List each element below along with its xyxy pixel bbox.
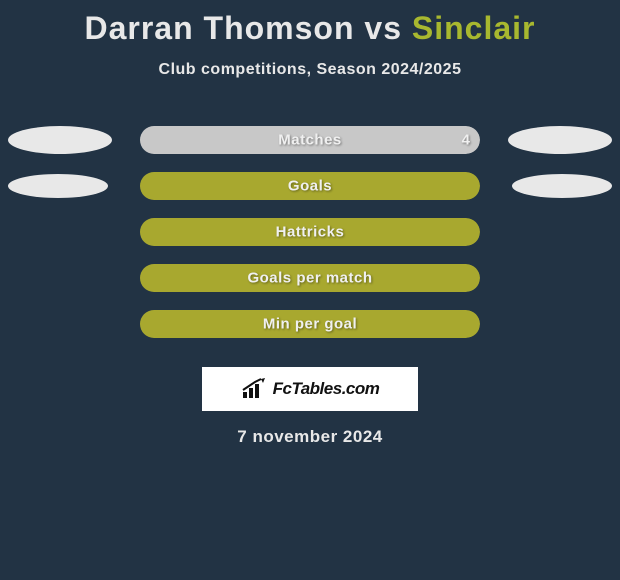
stat-bar: Goals [140, 172, 480, 200]
right-ellipse [512, 174, 612, 198]
vs-label: vs [364, 10, 402, 46]
date-label: 7 november 2024 [0, 427, 620, 447]
stat-label: Matches [140, 132, 480, 149]
right-ellipse [508, 126, 612, 154]
stat-row: Hattricks [0, 209, 620, 255]
logo-text: FcTables.com [273, 379, 380, 399]
stat-bar: Hattricks [140, 218, 480, 246]
stat-value-right: 4 [462, 132, 470, 149]
chart-icon [241, 378, 267, 400]
stat-label: Goals per match [140, 270, 480, 287]
subtitle: Club competitions, Season 2024/2025 [0, 61, 620, 79]
stat-row: Goals per match [0, 255, 620, 301]
logo-box: FcTables.com [202, 367, 418, 411]
stat-row: Goals [0, 163, 620, 209]
stat-bar: Goals per match [140, 264, 480, 292]
comparison-title: Darran Thomson vs Sinclair [0, 0, 620, 47]
stat-label: Goals [140, 178, 480, 195]
left-ellipse [8, 174, 108, 198]
stat-row: Matches4 [0, 117, 620, 163]
player2-name: Sinclair [412, 10, 536, 46]
stats-rows: Matches4 Goals Hattricks Goals per match Min… [0, 117, 620, 347]
stat-label: Min per goal [140, 316, 480, 333]
left-ellipse [8, 126, 112, 154]
stat-bar: Matches4 [140, 126, 480, 154]
stat-bar: Min per goal [140, 310, 480, 338]
stat-row: Min per goal [0, 301, 620, 347]
player1-name: Darran Thomson [84, 10, 354, 46]
stat-label: Hattricks [140, 224, 480, 241]
